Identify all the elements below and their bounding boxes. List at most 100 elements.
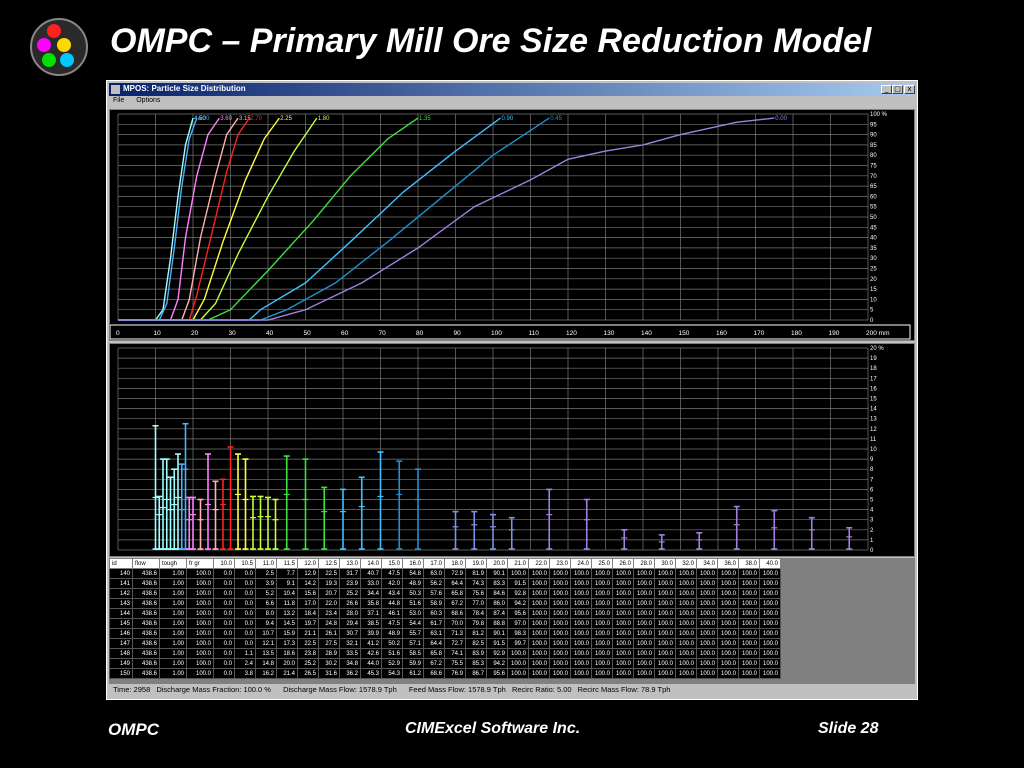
- table-cell: 100.0: [696, 648, 718, 659]
- maximize-button[interactable]: □: [892, 85, 903, 94]
- table-cell: 94.2: [486, 658, 508, 669]
- table-cell: 13.2: [276, 608, 298, 619]
- table-cell: 100.0: [654, 638, 676, 649]
- table-cell: 100.0: [717, 638, 739, 649]
- menu-file[interactable]: File: [113, 97, 125, 104]
- table-cell: 13.5: [255, 648, 277, 659]
- table-cell: 100.0: [759, 658, 781, 669]
- table-cell: 100.0: [612, 568, 634, 579]
- table-row[interactable]: 148 438.6 1.00 100.0 0.0 1.1 13.5 18.6 23.8 28.9 3…: [109, 648, 781, 659]
- table-cell: 438.6: [132, 668, 160, 679]
- table-cell: 100.0: [612, 648, 634, 659]
- table-cell: 142: [109, 588, 133, 599]
- table-cell: 100.0: [717, 658, 739, 669]
- table-cell: 59.9: [402, 658, 424, 669]
- minimize-button[interactable]: _: [881, 85, 892, 94]
- table-cell: 82.5: [465, 638, 487, 649]
- table-header-cell: tough: [159, 558, 187, 569]
- x-tick-label: 180: [791, 330, 802, 337]
- y-tick-label: 3: [870, 518, 874, 524]
- table-cell: 100.0: [612, 638, 634, 649]
- table-row[interactable]: 143 438.6 1.00 100.0 0.0 0.0 6.6 11.8 17.0 22.0 26…: [109, 598, 781, 609]
- company-logo: [30, 18, 88, 76]
- table-cell: 9.1: [276, 578, 298, 589]
- table-cell: 0.0: [213, 608, 235, 619]
- table-cell: 100.0: [633, 578, 655, 589]
- table-cell: 100.0: [612, 588, 634, 599]
- table-cell: 2.4: [234, 658, 256, 669]
- y-tick-label: 100 %: [870, 112, 888, 118]
- table-header-cell: 26.0: [612, 558, 634, 569]
- table-cell: 438.6: [132, 628, 160, 639]
- table-header-cell: 36.0: [717, 558, 739, 569]
- table-cell: 29.4: [339, 618, 361, 629]
- table-cell: 20.0: [276, 658, 298, 669]
- table-cell: 1.00: [159, 658, 187, 669]
- table-header-cell: 14.0: [360, 558, 382, 569]
- table-cell: 100.0: [696, 618, 718, 629]
- table-cell: 70.0: [444, 618, 466, 629]
- table-cell: 100.0: [759, 578, 781, 589]
- x-tick-label: 140: [641, 330, 652, 337]
- table-row[interactable]: 150 438.6 1.00 100.0 0.0 3.8 16.2 21.4 26.5 31.6 3…: [109, 668, 781, 679]
- table-cell: 0.0: [213, 648, 235, 659]
- table-cell: 22.0: [318, 598, 340, 609]
- table-cell: 39.9: [360, 628, 382, 639]
- table-cell: 100.0: [759, 638, 781, 649]
- table-cell: 0.0: [234, 568, 256, 579]
- table-row[interactable]: 147 438.6 1.00 100.0 0.0 0.0 12.1 17.3 22.5 27.5 3…: [109, 638, 781, 649]
- y-tick-label: 40: [870, 236, 877, 242]
- table-header-cell: 13.0: [339, 558, 361, 569]
- table-cell: 100.0: [717, 648, 739, 659]
- table-row[interactable]: 149 438.6 1.00 100.0 0.0 2.4 14.8 20.0 25.2 30.2 3…: [109, 658, 781, 669]
- table-cell: 0.0: [234, 618, 256, 629]
- table-cell: 100.0: [591, 588, 613, 599]
- table-header-cell: 19.0: [465, 558, 487, 569]
- y-tick-label: 55: [870, 205, 877, 211]
- table-cell: 100.0: [675, 658, 697, 669]
- table-cell: 100.0: [570, 588, 592, 599]
- y-tick-label: 7: [870, 477, 874, 483]
- table-cell: 28.0: [339, 608, 361, 619]
- table-cell: 3.8: [234, 668, 256, 679]
- status-discharge-fraction: Discharge Mass Fraction: 100.0 %: [156, 685, 271, 694]
- table-cell: 1.00: [159, 568, 187, 579]
- table-row[interactable]: 146 438.6 1.00 100.0 0.0 0.0 10.7 15.9 21.1 26.1 3…: [109, 628, 781, 639]
- table-cell: 100.0: [675, 578, 697, 589]
- table-row[interactable]: 142 438.6 1.00 100.0 0.0 0.0 5.2 10.4 15.6 20.7 25…: [109, 588, 781, 599]
- table-cell: 76.9: [444, 668, 466, 679]
- table-cell: 14.8: [255, 658, 277, 669]
- table-cell: 42.0: [381, 578, 403, 589]
- table-row[interactable]: 145 438.6 1.00 100.0 0.0 0.0 9.4 14.5 19.7 24.8 29…: [109, 618, 781, 629]
- y-tick-label: 60: [870, 194, 877, 200]
- table-cell: 61.7: [423, 618, 445, 629]
- series-label: 0.90: [502, 116, 514, 122]
- close-button[interactable]: x: [904, 85, 915, 94]
- table-cell: 18.6: [276, 648, 298, 659]
- table-cell: 12.1: [255, 638, 277, 649]
- table-cell: 33.5: [339, 648, 361, 659]
- table-row[interactable]: 141 438.6 1.00 100.0 0.0 0.0 3.9 9.1 14.2 19.3 23.…: [109, 578, 781, 589]
- menu-options[interactable]: Options: [136, 97, 161, 104]
- table-cell: 100.0: [612, 628, 634, 639]
- table-cell: 95.6: [507, 608, 529, 619]
- table-header-cell: 12.0: [297, 558, 319, 569]
- y-tick-label: 20 %: [870, 346, 884, 352]
- series-line: [118, 117, 775, 321]
- table-cell: 438.6: [132, 648, 160, 659]
- table-cell: 71.3: [444, 628, 466, 639]
- table-cell: 100.0: [717, 628, 739, 639]
- table-cell: 75.5: [444, 658, 466, 669]
- table-cell: 48.9: [381, 628, 403, 639]
- table-cell: 438.6: [132, 568, 160, 579]
- footer-left: OMPC: [108, 720, 159, 739]
- table-cell: 141: [109, 578, 133, 589]
- table-cell: 100.0: [633, 598, 655, 609]
- table-cell: 31.6: [318, 668, 340, 679]
- window-titlebar[interactable]: MPOS: Particle Size Distribution _ □ x: [109, 83, 915, 96]
- cumulative-chart-panel: 100 % 95 90 85 80 75 70 65 60 55 50 45 40 35 30 25 20 15 1…: [109, 109, 915, 341]
- table-cell: 100.0: [528, 648, 550, 659]
- x-tick-label: 130: [604, 330, 615, 337]
- table-row[interactable]: 140 438.6 1.00 100.0 0.0 0.0 2.5 7.7 12.9 22.5 31.…: [109, 568, 781, 579]
- table-row[interactable]: 144 438.6 1.00 100.0 0.0 0.0 8.0 13.2 18.4 23.4 28…: [109, 608, 781, 619]
